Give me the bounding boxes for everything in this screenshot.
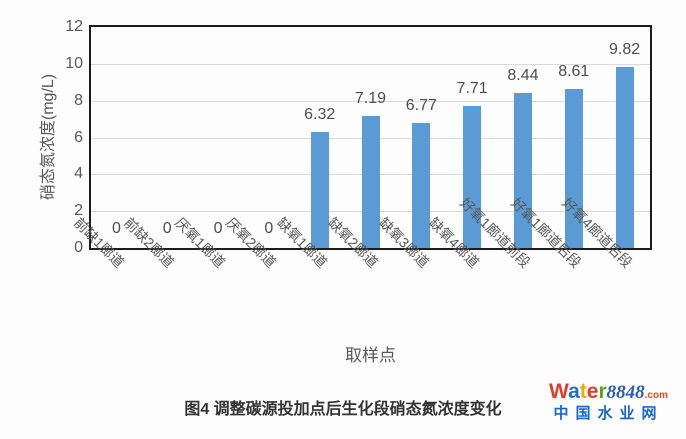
data-label: 8.61 (558, 63, 590, 81)
data-label: 7.71 (456, 80, 488, 97)
y-tick-label: 8 (74, 91, 83, 109)
logo-letter: t (579, 380, 587, 403)
data-label: 0 (213, 220, 223, 237)
data-label: 9.82 (609, 41, 641, 59)
y-tick-label: 4 (74, 165, 83, 183)
data-label: 8.44 (507, 66, 539, 84)
bar (615, 67, 634, 248)
bar (361, 115, 380, 248)
logo-tld: .com (644, 390, 668, 401)
y-tick-label: 2 (74, 202, 83, 220)
plot-area (89, 25, 652, 250)
gridline (91, 100, 650, 102)
logo-letter: a (568, 380, 580, 403)
logo-letter: r (598, 380, 607, 403)
bar (463, 106, 482, 248)
gridline (91, 63, 650, 65)
logo-letter: e (586, 380, 599, 403)
data-label: 0 (264, 220, 274, 237)
y-tick-label: 0 (74, 239, 83, 256)
bar (412, 123, 431, 248)
bar (564, 89, 583, 248)
y-tick-label: 6 (74, 128, 83, 146)
bar (310, 131, 329, 248)
logo-colored-letters: Water (549, 380, 607, 403)
data-label: 6.32 (304, 105, 336, 123)
logo-wordmark: Water8848.com (549, 380, 668, 404)
bar (513, 92, 532, 248)
logo-subtitle: 中国水业网 (553, 404, 664, 422)
data-label: 7.19 (354, 89, 387, 107)
figure-caption: 图4 调整碳源投加点后生化段硝态氮浓度变化 (184, 401, 502, 418)
logo-letter: W (549, 380, 569, 403)
y-tick-label: 10 (65, 54, 83, 72)
data-label: 0 (162, 220, 172, 237)
data-label: 0 (111, 220, 121, 237)
x-axis-title: 取样点 (345, 346, 396, 365)
y-tick-label: 12 (65, 18, 83, 35)
water8848-logo: Water8848.com 中国水业网 (549, 380, 668, 422)
logo-number: 8848 (606, 382, 645, 403)
data-label: 6.77 (405, 97, 437, 115)
